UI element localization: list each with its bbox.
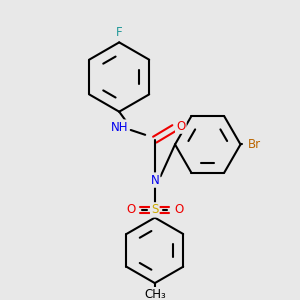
Text: NH: NH bbox=[110, 121, 128, 134]
Text: F: F bbox=[116, 26, 122, 39]
Text: O: O bbox=[176, 120, 185, 133]
Text: N: N bbox=[150, 174, 159, 187]
Text: CH₃: CH₃ bbox=[144, 288, 166, 300]
Text: S: S bbox=[151, 203, 158, 216]
Text: O: O bbox=[174, 203, 184, 216]
Text: Br: Br bbox=[248, 138, 261, 151]
Text: O: O bbox=[126, 203, 135, 216]
